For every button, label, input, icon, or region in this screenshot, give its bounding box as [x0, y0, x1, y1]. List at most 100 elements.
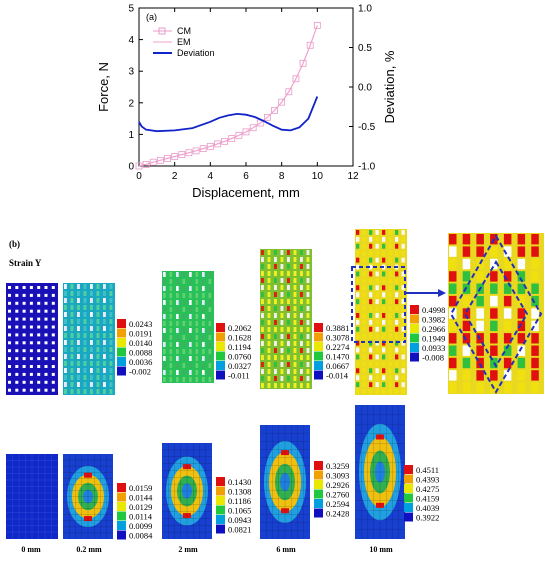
strain-cell: [169, 356, 173, 361]
hole: [8, 293, 11, 297]
strain-cell: [163, 335, 166, 340]
strain-cell: [77, 333, 80, 338]
scale-swatch: [216, 515, 225, 524]
strain-cell: [182, 286, 186, 291]
strain-cell: [362, 313, 366, 318]
strain-cell: [83, 361, 87, 366]
strain-cell: [388, 271, 392, 277]
strain-cell: [202, 279, 205, 284]
strain-cell: [267, 306, 271, 311]
strain-cell: [462, 357, 471, 369]
strain-cell: [382, 368, 386, 374]
strain-cell: [189, 286, 192, 291]
strain-cell: [96, 284, 100, 289]
strain-cell: [388, 236, 392, 242]
strain-cell: [189, 370, 192, 375]
strain-cell: [476, 382, 484, 393]
hole: [29, 372, 33, 376]
strain-cell: [83, 305, 87, 310]
strain-cell: [96, 305, 100, 310]
strain-cell: [208, 370, 212, 375]
hole: [29, 293, 33, 297]
strain-cell: [163, 279, 166, 284]
strain-cell: [182, 279, 186, 284]
strain-cell: [476, 357, 484, 369]
scale-swatch: [314, 480, 323, 489]
hole: [8, 286, 11, 289]
strain-cell: [293, 306, 297, 311]
strain-cell: [395, 347, 399, 353]
x-tick-label: 2: [172, 171, 178, 182]
strain-cell: [103, 291, 106, 296]
strain-cell: [369, 271, 373, 277]
strain-cell: [64, 389, 67, 394]
strain-cell: [182, 307, 186, 312]
strain-cell: [169, 321, 173, 326]
strain-cell: [280, 292, 284, 297]
hole: [44, 293, 48, 297]
strain-cell: [64, 291, 67, 296]
hole: [8, 357, 11, 361]
strain-cell: [382, 299, 386, 305]
strain-cell: [90, 291, 93, 296]
strain-cell: [490, 283, 498, 294]
strain-cell: [83, 298, 87, 303]
strain-cell: [280, 257, 284, 262]
strain-cell: [169, 286, 173, 291]
strain-cell: [375, 292, 379, 298]
strain-cell: [70, 340, 74, 345]
strain-cell: [356, 361, 360, 367]
strain-cell: [274, 271, 277, 276]
scale-label: 0.4275: [416, 484, 439, 494]
strain-cell: [362, 354, 366, 360]
strain-cell: [369, 326, 373, 332]
strain-cell: [401, 368, 405, 374]
scale-swatch: [314, 489, 323, 499]
hole: [37, 325, 41, 329]
strain-cell: [195, 356, 199, 361]
strain-cell: [388, 257, 392, 263]
scale-swatch: [117, 328, 126, 338]
strain-cell: [293, 271, 297, 276]
series-line-cm: [138, 25, 318, 167]
strain-cell: [388, 292, 392, 298]
strain-cell: [462, 370, 471, 381]
strain-cell: [293, 362, 297, 367]
strain-map-0_2mm-bottom: [63, 454, 113, 539]
hole: [15, 286, 19, 289]
strain-cell: [176, 342, 179, 347]
plot-frame: [138, 7, 354, 167]
strain-cell: [293, 369, 297, 374]
hole: [51, 309, 55, 313]
strain-cell: [375, 230, 379, 235]
hole: [15, 301, 19, 305]
scale-label: 0.0243: [129, 319, 152, 329]
strain-cell: [64, 305, 67, 310]
strain-cell: [208, 377, 212, 382]
strain-cell: [306, 355, 310, 360]
strain-cell: [382, 361, 386, 367]
scale-label: 0.1194: [228, 342, 252, 352]
strain-cell: [96, 347, 100, 352]
strain-cell: [401, 299, 405, 305]
scale-label: 0.0943: [228, 515, 251, 525]
strain-cell: [267, 355, 271, 360]
y-left-tick-label: 2: [128, 98, 134, 109]
strain-cell: [176, 293, 179, 298]
strain-cell: [163, 314, 166, 319]
strain-cell: [90, 382, 93, 387]
strain-cell: [103, 389, 106, 394]
hole: [44, 372, 48, 376]
scale-label: 0.1470: [326, 352, 349, 362]
strain-cell: [274, 341, 277, 346]
strain-cell: [369, 361, 373, 367]
strain-cell: [189, 363, 192, 368]
strain-cell: [490, 320, 498, 332]
scale-label: 0.3881: [326, 323, 349, 333]
y-left-axis-ticks: 0 1 2 3 4 5: [128, 4, 143, 173]
strain-cell: [362, 230, 366, 235]
hole: [44, 341, 48, 345]
strain-cell: [503, 308, 512, 319]
strain-cell: [375, 347, 379, 353]
strain-cell: [362, 326, 366, 332]
